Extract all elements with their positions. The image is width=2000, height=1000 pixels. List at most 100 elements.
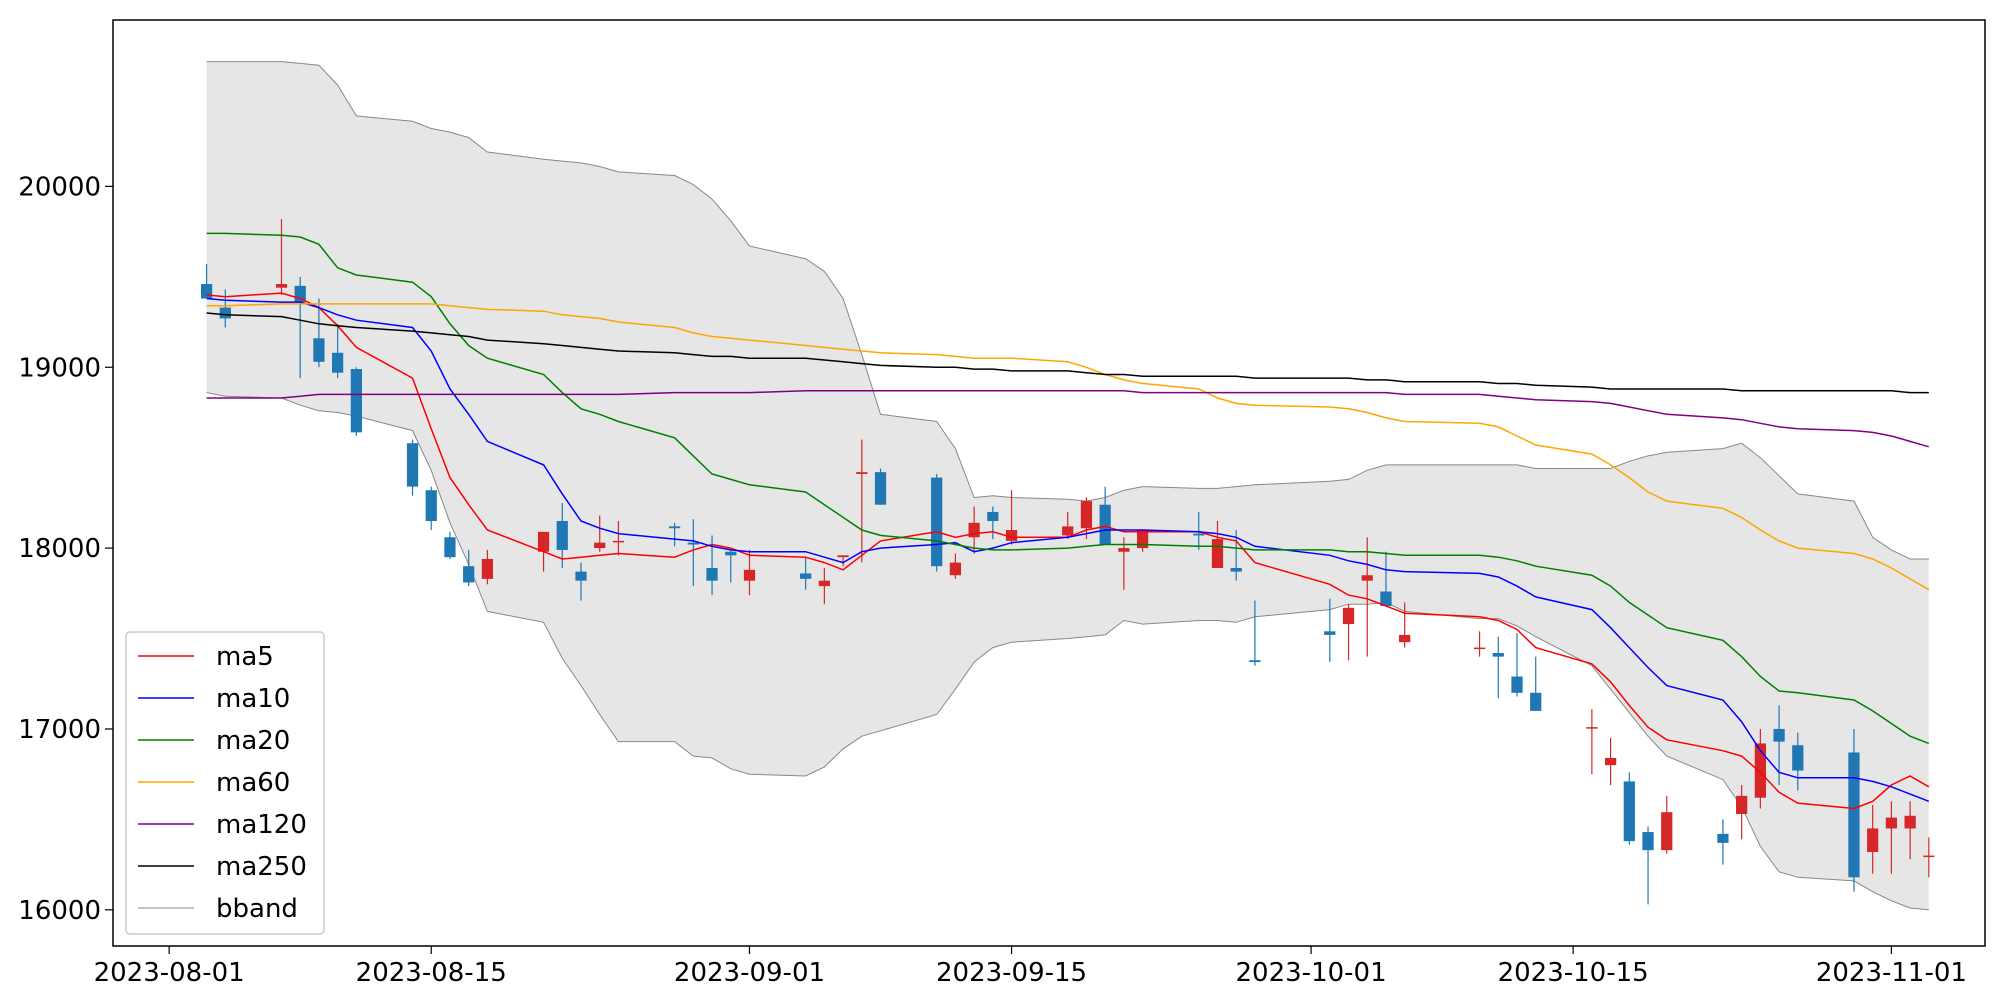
candle-body [1867,828,1879,852]
legend-label-ma120: ma120 [216,810,307,840]
candle-body [1005,530,1018,541]
candle-body [1530,692,1542,711]
candle-body [219,307,231,319]
candle-body [1193,533,1205,536]
candle-body [1099,504,1111,545]
candle-body [1473,647,1486,650]
candle-body [1324,631,1336,635]
candle-body [706,568,718,581]
candle-body [818,580,830,587]
candle-body [1904,815,1916,829]
candle-body [612,540,625,543]
moving-average-lines [206,232,1930,810]
x-tick-label: 2023-09-15 [936,958,1087,988]
bband-lower-line [206,392,1929,911]
candle-body [444,537,456,558]
legend-label-bband: bband [216,894,298,924]
candle-body [1623,781,1635,842]
candle-body [1604,757,1617,766]
candle-body [481,558,494,579]
candle-body [294,285,306,303]
x-axis: 2023-08-01 2023-08-15 2023-09-01 2023-09-15… [94,946,1967,988]
candle-body [556,520,568,550]
candle-body [275,284,288,288]
candle-body [1080,501,1093,529]
y-tick-label: 19000 [18,353,101,383]
legend-label-ma60: ma60 [216,768,290,798]
candle-body [332,352,344,373]
x-tick-label: 2023-10-01 [1236,958,1387,988]
candle-body [949,562,962,576]
candle-body [406,443,419,487]
candle-body [1736,795,1748,814]
candle-body [1118,548,1130,552]
legend-label-ma250: ma250 [216,852,307,882]
candle-body [1586,727,1598,729]
legend-label-ma10: ma10 [216,684,290,714]
candle-body [968,522,980,538]
candle-body [874,472,887,505]
candle-body [1211,539,1224,569]
candle-body [350,369,362,433]
plot-frame [112,19,1986,947]
candle-body [856,472,868,474]
y-tick-label: 17000 [18,715,101,745]
legend-label-ma20: ma20 [216,726,290,756]
bband-upper-line [206,61,1929,560]
y-tick-label: 20000 [18,172,101,202]
bollinger-band [206,61,1929,911]
y-axis: 16000 17000 18000 19000 20000 [18,172,113,926]
candles [200,218,1935,905]
candle-body [1249,660,1261,663]
candle-body [1754,743,1766,798]
y-tick-label: 16000 [18,896,101,926]
x-tick-label: 2023-08-15 [356,958,507,988]
x-tick-label: 2023-09-01 [674,958,825,988]
x-tick-label: 2023-11-01 [1816,958,1967,988]
candle-body [537,531,550,552]
bband-fill [206,61,1929,910]
candle-body [1399,634,1411,643]
candle-body [837,555,849,558]
candle-body [1885,817,1898,829]
candle-body [1642,832,1654,851]
candle-body [1792,745,1804,771]
candle-body [1848,752,1860,878]
legend: ma5 ma10 ma20 ma60 ma120 ma250 bband [125,631,325,935]
candle-body [987,511,999,521]
candle-body [800,573,812,579]
candle-body [687,542,699,545]
candle-body [575,571,587,581]
candle-body [1230,568,1242,572]
candle-body [200,284,213,299]
candle-body [594,542,606,549]
candle-body [1923,855,1935,858]
candle-body [1511,676,1523,693]
series-line-ma250 [206,312,1929,394]
candle-body [931,477,943,567]
candle-body [1773,728,1785,742]
candle-body [668,526,681,529]
series-line-ma10 [206,297,1930,802]
candle-body [743,569,756,581]
candle-body [1062,526,1074,536]
series-line-ma60 [206,303,1930,591]
candle-body [463,566,475,583]
candle-body [1342,607,1355,625]
candle-body [1661,812,1673,851]
candle-body [313,338,325,362]
candle-body [1717,833,1729,843]
candle-body [1361,575,1373,581]
x-tick-label: 2023-08-01 [94,958,245,988]
candle-body [1136,530,1149,549]
candle-body [1492,653,1504,657]
candle-body [1380,591,1392,606]
series-line-ma20 [206,232,1930,745]
legend-box [125,631,325,935]
y-tick-label: 18000 [18,534,101,564]
candle-body [425,490,437,521]
candle-body [725,551,737,556]
series-line-ma120 [206,390,1930,448]
x-tick-label: 2023-10-15 [1498,958,1649,988]
